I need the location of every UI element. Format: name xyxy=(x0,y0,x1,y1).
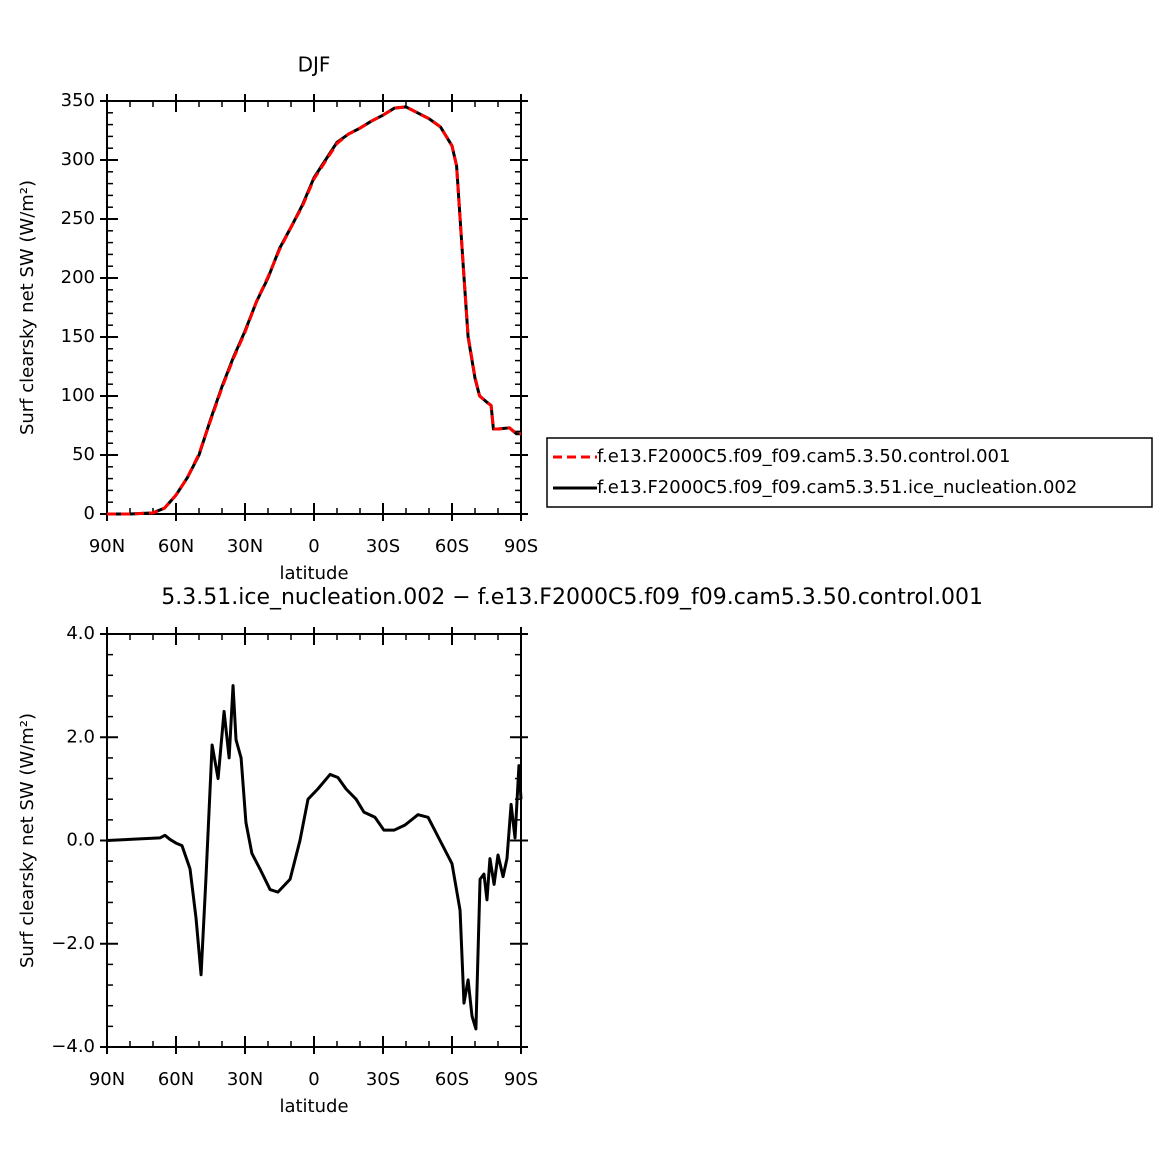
x-tick-label: 30N xyxy=(227,536,263,557)
y-axis-label: Surf clearsky net SW (W/m²) xyxy=(17,180,38,435)
y-tick-label: 0 xyxy=(84,503,95,524)
x-tick-label: 60S xyxy=(435,536,469,557)
y-tick-label: 4.0 xyxy=(66,623,95,644)
y-tick-label: 200 xyxy=(61,267,95,288)
data-line xyxy=(107,105,521,516)
x-tick-label: 60N xyxy=(158,1069,194,1090)
y-tick-label: 2.0 xyxy=(66,726,95,747)
y-tick-label: 50 xyxy=(72,444,95,465)
y-tick-label: −2.0 xyxy=(51,933,95,954)
x-tick-label: 30S xyxy=(366,536,400,557)
x-tick-label: 60N xyxy=(158,536,194,557)
x-axis-label: latitude xyxy=(279,1096,348,1117)
x-tick-label: 30N xyxy=(227,1069,263,1090)
legend-label: f.e13.F2000C5.f09_f09.cam5.3.50.control.… xyxy=(597,446,1010,467)
chart-title: DJF xyxy=(298,53,331,77)
x-tick-label: 0 xyxy=(308,1069,319,1090)
y-tick-label: 100 xyxy=(61,385,95,406)
data-line xyxy=(106,684,523,1031)
plot-frame xyxy=(106,100,522,515)
x-tick-label: 90N xyxy=(89,1069,125,1090)
x-tick-label: 30S xyxy=(366,1069,400,1090)
y-axis-label: Surf clearsky net SW (W/m²) xyxy=(17,713,38,968)
y-tick-label: 0.0 xyxy=(66,830,95,851)
x-tick-label: 90N xyxy=(89,536,125,557)
chart-title: 5.3.51.ice_nucleation.002 − f.e13.F2000C… xyxy=(161,585,983,610)
x-tick-label: 60S xyxy=(435,1069,469,1090)
x-axis-label: latitude xyxy=(279,563,348,584)
x-tick-label: 90S xyxy=(504,536,538,557)
legend-box xyxy=(546,437,1153,508)
data-line xyxy=(107,105,521,516)
x-tick-label: 0 xyxy=(308,536,319,557)
y-tick-label: −4.0 xyxy=(51,1036,95,1057)
y-tick-label: 150 xyxy=(61,326,95,347)
y-tick-label: 300 xyxy=(61,149,95,170)
x-tick-label: 90S xyxy=(504,1069,538,1090)
y-tick-label: 250 xyxy=(61,208,95,229)
legend-label: f.e13.F2000C5.f09_f09.cam5.3.51.ice_nucl… xyxy=(597,477,1077,498)
y-tick-label: 350 xyxy=(61,90,95,111)
